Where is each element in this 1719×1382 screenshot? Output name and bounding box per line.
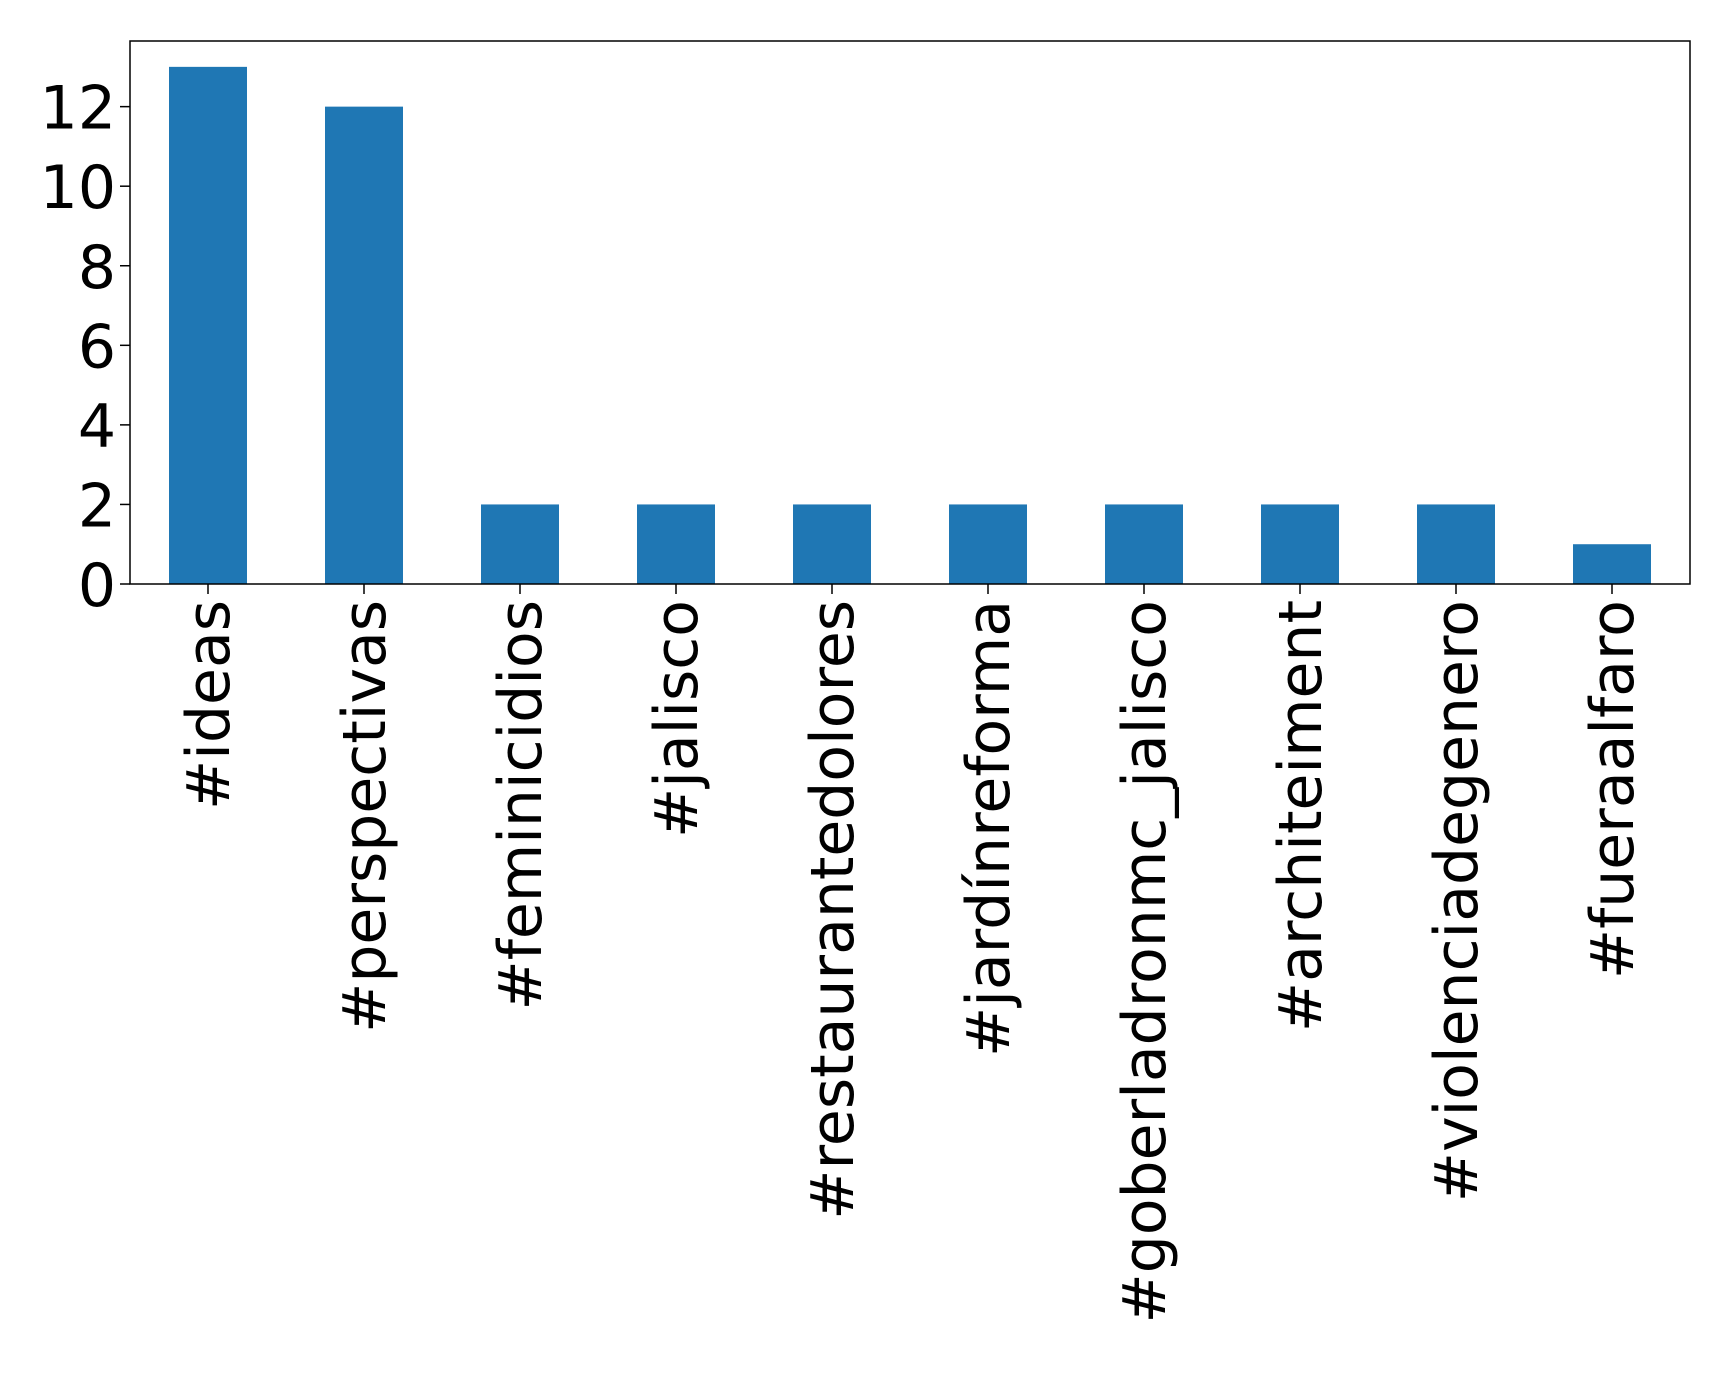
plot-frame [129, 40, 1691, 585]
x-tick-label-9: #fueraalfaro [1578, 600, 1648, 979]
y-tick-label-3: 6 [78, 312, 116, 382]
x-tick-label-4: #restaurantedolores [798, 600, 868, 1220]
bar-7 [1261, 504, 1339, 584]
x-tick-label-5: #jardínreforma [954, 600, 1024, 1057]
y-axis: 0 2 4 6 8 10 12 [40, 74, 130, 621]
y-tick-label-2: 4 [78, 392, 116, 462]
bar-4 [793, 504, 871, 584]
x-tick-label-2: #feminicidios [486, 600, 556, 1011]
bar-2 [481, 504, 559, 584]
bar-1 [325, 106, 403, 584]
bars-group [169, 66, 1651, 585]
bar-0 [169, 66, 247, 585]
y-tick-label-5: 10 [40, 153, 116, 223]
x-tick-label-6: #goberladronmc_jalisco [1110, 600, 1180, 1324]
bar-9 [1573, 544, 1651, 584]
y-tick-label-0: 0 [78, 551, 116, 621]
bar-3 [637, 504, 715, 584]
x-tick-label-7: #architeiment [1266, 600, 1336, 1032]
y-tick-label-6: 12 [40, 74, 116, 144]
x-tick-label-8: #violenciadegenero [1422, 600, 1492, 1202]
bar-5 [949, 504, 1027, 584]
x-tick-label-1: #perspectivas [330, 600, 400, 1033]
bar-8 [1417, 504, 1495, 584]
x-axis: #ideas #perspectivas #feminicidios #jalisco… [174, 584, 1648, 1324]
x-tick-label-3: #jalisco [642, 600, 712, 838]
bar-6 [1105, 504, 1183, 584]
y-tick-label-4: 8 [78, 233, 116, 303]
y-tick-label-1: 2 [78, 471, 116, 541]
x-tick-label-0: #ideas [174, 600, 244, 810]
